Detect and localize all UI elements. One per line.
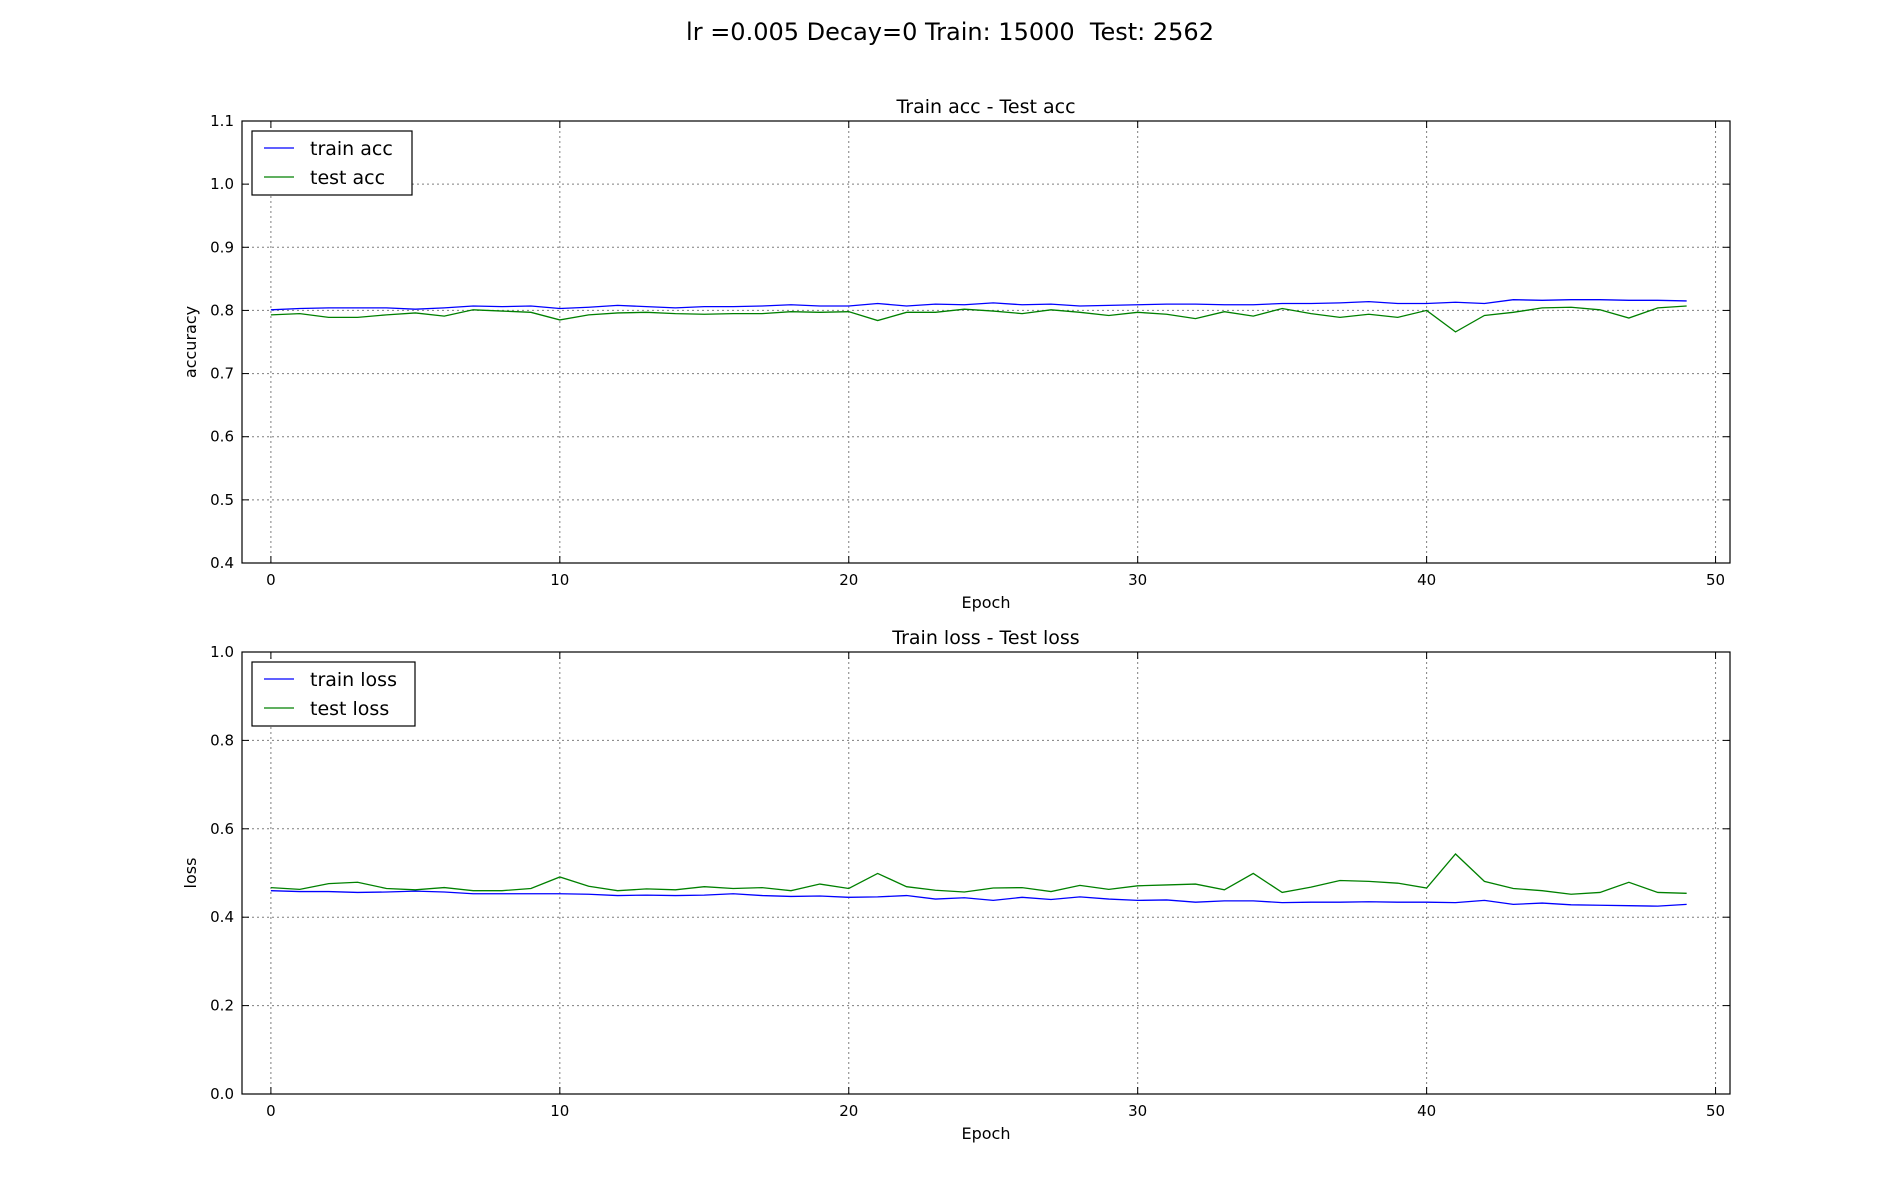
legend-entry: train acc: [310, 138, 393, 160]
x-tick-label: 50: [1706, 571, 1725, 589]
y-axis-label: accuracy: [181, 306, 200, 378]
y-tick-label: 0.9: [210, 238, 234, 256]
x-tick-label: 0: [266, 1102, 276, 1120]
y-tick-label: 0.6: [210, 428, 234, 446]
legend: train loss test loss: [251, 661, 416, 727]
legend-entry: test acc: [310, 167, 385, 189]
legend-box: [251, 661, 416, 727]
y-tick-label: 1.0: [210, 175, 234, 193]
legend-box: [251, 130, 413, 196]
y-tick-label: 0.4: [210, 908, 234, 926]
axes-frame: [241, 651, 1731, 1095]
chart-panel-2: 0 10 20 30 40 50 0.0 0.2 0.4 0.6 0.8 1.0 Train loss …: [181, 627, 1731, 1143]
series-line-test-loss: [270, 853, 1687, 895]
y-tick-label: 0.8: [210, 301, 234, 319]
x-tick-label: 20: [839, 571, 858, 589]
series-line-test-acc: [270, 305, 1687, 333]
x-tick-label: 30: [1128, 571, 1147, 589]
y-tick-label: 0.4: [210, 554, 234, 572]
axes-frame: [241, 120, 1731, 564]
x-tick-label: 0: [266, 571, 276, 589]
chart-title: Train loss - Test loss: [891, 627, 1079, 649]
x-tick-label: 50: [1706, 1102, 1725, 1120]
plot-area: [242, 121, 1730, 563]
y-tick-label: 0.2: [210, 997, 234, 1015]
legend-entry: train loss: [310, 669, 397, 691]
y-tick-label: 1.0: [210, 643, 234, 661]
x-tick-label: 40: [1417, 571, 1436, 589]
x-tick-label: 10: [550, 571, 569, 589]
plot-area: [242, 652, 1730, 1094]
x-tick-label: 10: [550, 1102, 569, 1120]
y-axis-label: loss: [181, 858, 200, 889]
y-tick-label: 0.6: [210, 820, 234, 838]
series-line-train-loss: [270, 890, 1687, 907]
legend-entry: test loss: [310, 698, 389, 720]
x-axis-label: Epoch: [962, 593, 1011, 612]
chart-title: Train acc - Test acc: [895, 96, 1075, 118]
figure-title: lr =0.005 Decay=0 Train: 15000 Test: 256…: [686, 18, 1214, 46]
y-tick-label: 1.1: [210, 112, 234, 130]
y-tick-label: 0.0: [210, 1085, 234, 1103]
y-tick-label: 0.5: [210, 491, 234, 509]
y-tick-label: 0.8: [210, 731, 234, 749]
y-tick-label: 0.7: [210, 365, 234, 383]
legend: train acc test acc: [251, 130, 413, 196]
x-tick-label: 30: [1128, 1102, 1147, 1120]
x-tick-label: 20: [839, 1102, 858, 1120]
chart-panel-1: 0 10 20 30 40 50 0.4 0.5 0.6 0.7 0.8 0.9 1.0 1.1 Train…: [181, 96, 1731, 612]
series-line-train-acc: [270, 299, 1687, 311]
x-tick-label: 40: [1417, 1102, 1436, 1120]
x-axis-label: Epoch: [962, 1124, 1011, 1143]
